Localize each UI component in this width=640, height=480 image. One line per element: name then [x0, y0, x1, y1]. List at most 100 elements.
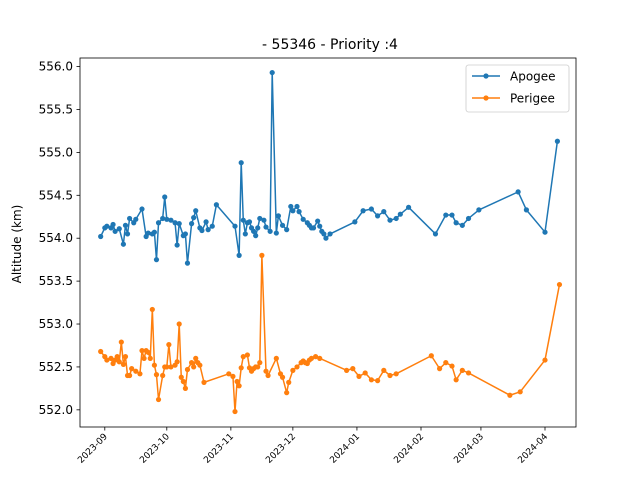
- apogee-point: [443, 212, 449, 218]
- perigee-point: [265, 372, 271, 379]
- perigee-point: [393, 371, 399, 377]
- perigee-point: [507, 392, 513, 398]
- perigee-point: [290, 367, 296, 373]
- perigee-point: [437, 366, 443, 372]
- perigee-point: [180, 378, 186, 385]
- perigee-point: [153, 372, 160, 378]
- perigee-point: [155, 396, 162, 403]
- apogee-point: [124, 231, 131, 237]
- perigee-point: [428, 353, 434, 359]
- apogee-point: [191, 215, 197, 221]
- apogee-point: [269, 69, 275, 76]
- perigee-point: [443, 360, 449, 366]
- legend-perigee-label: Perigee: [510, 92, 555, 106]
- legend-apogee-marker: [483, 73, 489, 79]
- perigee-point: [375, 378, 381, 384]
- apogee-point: [151, 229, 157, 235]
- apogee-point: [523, 207, 530, 213]
- apogee-point: [139, 206, 145, 212]
- apogee-point: [153, 257, 160, 263]
- apogee-point: [261, 217, 267, 223]
- y-tick-label: 555.5: [39, 102, 73, 116]
- apogee-point: [381, 209, 387, 215]
- apogee-point: [321, 231, 327, 237]
- apogee-point: [300, 216, 306, 222]
- apogee-point: [189, 221, 195, 227]
- y-tick-label: 552.5: [39, 360, 73, 374]
- perigee-point: [191, 364, 197, 370]
- perigee-point: [147, 355, 153, 361]
- apogee-point: [184, 260, 191, 266]
- perigee-point: [193, 355, 199, 361]
- apogee-point: [267, 228, 273, 234]
- apogee-point: [393, 215, 399, 222]
- legend-apogee-label: Apogee: [510, 70, 556, 84]
- apogee-point: [182, 231, 188, 237]
- apogee-point: [352, 219, 358, 225]
- perigee-point: [255, 364, 261, 370]
- apogee-point: [279, 222, 286, 228]
- perigee-point: [197, 362, 203, 368]
- apogee-point: [449, 212, 455, 218]
- legend: Apogee Perigee: [465, 64, 570, 113]
- perigee-point: [127, 372, 133, 379]
- apogee-point: [213, 202, 219, 208]
- apogee-point: [317, 223, 323, 229]
- apogee-point: [172, 220, 178, 226]
- perigee-point: [164, 364, 170, 370]
- apogee-point: [162, 194, 168, 200]
- apogee-point: [155, 220, 162, 226]
- perigee-point: [234, 378, 240, 385]
- perigee-point: [459, 367, 465, 373]
- perigee-point: [178, 374, 184, 380]
- perigee-point: [313, 354, 319, 360]
- apogee-point: [236, 252, 242, 258]
- apogee-point: [110, 221, 116, 228]
- apogee-point: [255, 225, 261, 231]
- apogee-point: [360, 208, 366, 214]
- apogee-point: [453, 220, 459, 226]
- apogee-point: [257, 215, 263, 222]
- perigee-point: [133, 368, 139, 374]
- apogee-point: [145, 230, 151, 236]
- apogee-point: [209, 223, 215, 229]
- apogee-point: [127, 215, 133, 222]
- perigee-point: [182, 385, 188, 391]
- perigee-series: [98, 252, 563, 415]
- perigee-point: [145, 349, 151, 355]
- apogee-point: [554, 138, 561, 144]
- perigee-point: [465, 370, 472, 376]
- perigee-point: [176, 321, 182, 327]
- perigee-point: [108, 355, 114, 361]
- apogee-point: [294, 203, 300, 210]
- apogee-point: [253, 233, 259, 239]
- perigee-point: [160, 372, 166, 379]
- perigee-point: [129, 366, 135, 372]
- perigee-point: [168, 364, 174, 370]
- perigee-point: [453, 377, 459, 383]
- perigee-point: [279, 374, 286, 380]
- perigee-point: [356, 373, 362, 379]
- perigee-point: [284, 390, 290, 396]
- apogee-point: [193, 208, 199, 214]
- apogee-point: [375, 213, 381, 219]
- apogee-point: [397, 211, 403, 217]
- perigee-point: [226, 371, 232, 377]
- apogee-point: [160, 215, 166, 222]
- apogee-point: [323, 235, 329, 241]
- y-tick-label: 553.0: [39, 317, 73, 331]
- apogee-point: [174, 242, 180, 248]
- apogee-point: [168, 217, 174, 223]
- perigee-point: [308, 355, 315, 361]
- perigee-point: [542, 357, 548, 363]
- apogee-point: [122, 222, 129, 228]
- perigee-point: [118, 339, 124, 345]
- perigee-point: [166, 342, 172, 348]
- axes-frame: [79, 57, 577, 428]
- apogee-point: [238, 160, 244, 166]
- apogee-point: [164, 216, 170, 222]
- perigee-point: [120, 361, 126, 367]
- apogee-point: [242, 231, 248, 237]
- perigee-point: [556, 281, 563, 288]
- apogee-point: [251, 228, 257, 234]
